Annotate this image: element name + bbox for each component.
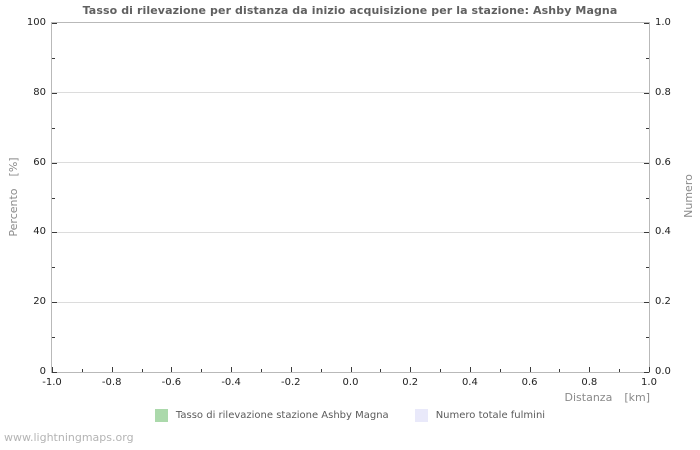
y-left-major-tick bbox=[52, 162, 57, 164]
x-major-tick bbox=[171, 367, 173, 372]
y-right-tick-label: 0.8 bbox=[655, 86, 671, 98]
legend: Tasso di rilevazione stazione Ashby Magn… bbox=[0, 409, 700, 422]
gridline bbox=[52, 162, 649, 164]
legend-swatch-detection-rate bbox=[154, 409, 168, 422]
y-left-minor-tick bbox=[52, 267, 55, 269]
y-axis-left-title: Percento [%] bbox=[7, 127, 21, 267]
y-axis-left-title-text: Percento bbox=[7, 188, 20, 237]
y-right-minor-tick bbox=[646, 267, 649, 269]
y-left-tick-label: 80 bbox=[33, 86, 46, 98]
y-left-tick-label: 20 bbox=[33, 296, 46, 308]
y-right-minor-tick bbox=[646, 127, 649, 129]
x-tick-label: 0.6 bbox=[521, 377, 538, 388]
y-right-tick-label: 0.0 bbox=[655, 366, 671, 377]
y-left-minor-tick bbox=[52, 197, 55, 199]
x-axis-title-text: Distanza bbox=[564, 391, 613, 404]
x-tick-label: 1.0 bbox=[641, 377, 657, 388]
y-left-minor-tick bbox=[52, 127, 55, 129]
y-left-major-tick bbox=[52, 302, 57, 304]
x-major-tick bbox=[52, 367, 53, 372]
x-tick-label: 0.4 bbox=[461, 377, 478, 388]
x-minor-tick bbox=[320, 369, 322, 372]
y-right-major-tick bbox=[644, 232, 649, 234]
y-left-tick-label: 100 bbox=[26, 17, 46, 28]
y-axis-left-unit: [%] bbox=[7, 157, 20, 177]
y-right-minor-tick bbox=[646, 57, 649, 59]
x-major-tick bbox=[649, 367, 650, 372]
x-major-tick bbox=[469, 367, 471, 372]
x-major-tick bbox=[290, 367, 292, 372]
x-major-tick bbox=[410, 367, 412, 372]
watermark: www.lightningmaps.org bbox=[4, 431, 134, 444]
x-major-tick bbox=[529, 367, 531, 372]
gridline bbox=[52, 301, 649, 303]
x-minor-tick bbox=[380, 369, 382, 372]
y-axis-right-title: Numero bbox=[682, 126, 696, 266]
y-right-major-tick bbox=[644, 162, 649, 164]
x-major-tick bbox=[111, 367, 113, 372]
x-axis-unit: [km] bbox=[624, 391, 650, 404]
plot-area bbox=[51, 22, 650, 373]
x-minor-tick bbox=[260, 369, 262, 372]
y-right-major-tick bbox=[644, 23, 649, 24]
x-tick-label: 0.8 bbox=[581, 377, 598, 388]
x-major-tick bbox=[231, 367, 233, 372]
x-major-tick bbox=[350, 367, 352, 372]
gridline bbox=[52, 231, 649, 233]
legend-swatch-total-strokes bbox=[414, 409, 428, 422]
y-left-major-tick bbox=[52, 372, 57, 373]
y-right-major-tick bbox=[644, 302, 649, 304]
y-left-major-tick bbox=[52, 23, 57, 24]
x-minor-tick bbox=[81, 369, 83, 372]
legend-label-total-strokes: Numero totale fulmini bbox=[435, 410, 546, 421]
x-tick-label: -0.6 bbox=[161, 377, 182, 388]
y-right-minor-tick bbox=[646, 337, 649, 339]
y-right-minor-tick bbox=[646, 197, 649, 199]
x-minor-tick bbox=[141, 369, 143, 372]
x-tick-label: -0.2 bbox=[281, 377, 301, 388]
y-right-major-tick bbox=[644, 92, 649, 94]
x-tick-label: 0.2 bbox=[402, 377, 419, 388]
y-right-tick-label: 0.4 bbox=[655, 226, 671, 238]
y-left-major-tick bbox=[52, 232, 57, 234]
x-minor-tick bbox=[440, 369, 442, 372]
x-minor-tick bbox=[499, 369, 501, 372]
x-axis-title: Distanza [km] bbox=[450, 391, 650, 404]
y-right-tick-label: 0.6 bbox=[655, 156, 671, 168]
x-tick-label: 0.0 bbox=[342, 377, 359, 388]
chart-title: Tasso di rilevazione per distanza da ini… bbox=[82, 4, 618, 17]
x-minor-tick bbox=[201, 369, 203, 372]
y-left-minor-tick bbox=[52, 337, 55, 339]
x-minor-tick bbox=[619, 369, 621, 372]
x-minor-tick bbox=[559, 369, 561, 372]
legend-item-detection-rate: Tasso di rilevazione stazione Ashby Magn… bbox=[154, 409, 389, 422]
legend-label-detection-rate: Tasso di rilevazione stazione Ashby Magn… bbox=[175, 410, 389, 421]
y-right-tick-label: 0.2 bbox=[655, 296, 671, 308]
legend-item-total-strokes: Numero totale fulmini bbox=[414, 409, 546, 422]
x-tick-label: -0.4 bbox=[221, 377, 241, 388]
y-left-major-tick bbox=[52, 92, 57, 94]
y-axis-right-title-text: Numero bbox=[682, 174, 695, 218]
gridline bbox=[52, 92, 649, 94]
x-tick-label: -1.0 bbox=[42, 377, 62, 388]
y-left-minor-tick bbox=[52, 57, 55, 59]
y-left-tick-label: 60 bbox=[33, 156, 46, 168]
y-left-tick-label: 0 bbox=[39, 366, 46, 377]
y-right-major-tick bbox=[644, 372, 649, 373]
x-tick-label: -0.8 bbox=[101, 377, 122, 388]
y-right-tick-label: 1.0 bbox=[655, 17, 671, 28]
x-major-tick bbox=[589, 367, 591, 372]
y-left-tick-label: 40 bbox=[33, 226, 46, 238]
